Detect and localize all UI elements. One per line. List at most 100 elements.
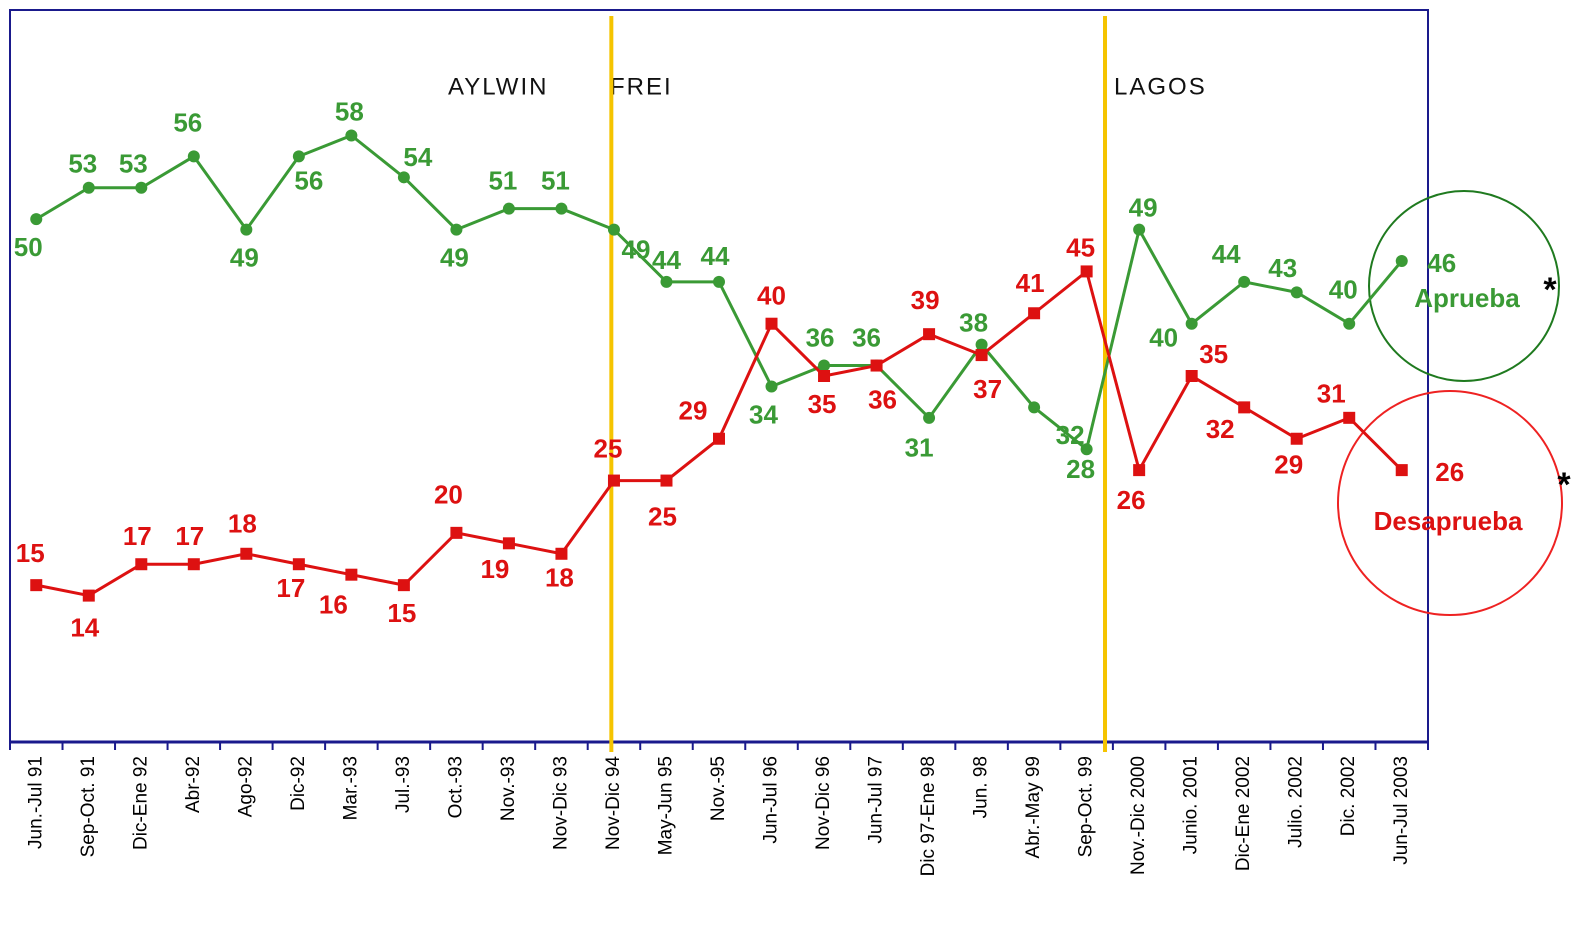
marker <box>555 547 568 560</box>
data-label: 40 <box>1149 323 1178 353</box>
marker <box>502 537 515 550</box>
marker <box>1133 223 1146 236</box>
plot-frame <box>9 9 1429 743</box>
x-tick-label: Dic 97-Ene 98 <box>918 756 939 876</box>
data-label: 29 <box>679 396 708 426</box>
marker <box>555 202 568 215</box>
data-label: 17 <box>123 521 152 551</box>
x-tick-label: Ago-92 <box>235 756 256 817</box>
legend-label: Desaprueba <box>1374 506 1523 536</box>
marker <box>1395 254 1408 267</box>
data-label: 53 <box>68 149 97 179</box>
x-tick-label: Junio. 2001 <box>1181 756 1202 854</box>
marker <box>818 370 831 382</box>
data-label: 18 <box>228 509 257 539</box>
data-label: 32 <box>1056 420 1085 450</box>
marker <box>397 171 410 184</box>
marker <box>450 526 463 539</box>
marker <box>1238 275 1251 288</box>
footnote-mark: * <box>1557 466 1571 504</box>
x-tick-label: Jun-Jul 96 <box>761 756 782 844</box>
data-label: 46 <box>1427 248 1456 278</box>
data-label: 35 <box>808 389 837 419</box>
legend-label: Aprueba <box>1414 283 1520 313</box>
marker <box>1290 286 1303 299</box>
marker <box>818 359 831 372</box>
data-label: 49 <box>622 234 651 264</box>
marker <box>1185 370 1198 382</box>
data-label: 19 <box>480 554 509 584</box>
data-label: 51 <box>488 166 517 196</box>
data-label: 17 <box>175 521 204 551</box>
data-label: 40 <box>1329 275 1358 305</box>
x-tick-label: Jun.-Jul 91 <box>25 756 46 849</box>
x-tick-label: Sep-Oct. 99 <box>1076 756 1097 857</box>
marker <box>30 579 43 592</box>
x-tick-label: Julio. 2002 <box>1286 756 1307 848</box>
marker <box>1290 432 1303 445</box>
data-label: 15 <box>387 598 416 628</box>
marker <box>292 150 305 163</box>
marker <box>660 275 673 288</box>
x-tick-label: Dic-Ene 92 <box>130 756 151 850</box>
x-tick-label: Dic-Ene 2002 <box>1233 756 1254 871</box>
annotation: AYLWIN <box>448 73 548 100</box>
data-label: 26 <box>1117 485 1146 515</box>
marker <box>765 317 778 330</box>
x-tick-label: Nov.-93 <box>498 756 519 821</box>
x-tick-label: Nov-Dic 93 <box>550 756 571 850</box>
data-label: 29 <box>1274 450 1303 480</box>
marker <box>1343 411 1356 424</box>
line <box>35 133 1403 452</box>
marker <box>713 432 725 445</box>
x-tick-label: Abr-92 <box>183 756 204 813</box>
data-label: 54 <box>403 142 432 172</box>
marker <box>975 349 988 362</box>
data-label: 28 <box>1066 454 1095 484</box>
data-label: 51 <box>541 166 570 196</box>
x-tick-label: Nov.-95 <box>708 756 729 821</box>
data-label: 43 <box>1268 253 1297 283</box>
marker <box>975 338 988 351</box>
marker <box>502 202 515 215</box>
marker <box>240 547 253 560</box>
x-tick-label: Oct.-93 <box>445 756 466 818</box>
data-label: 53 <box>119 149 148 179</box>
x-tick-label: Nov.-Dic 2000 <box>1128 756 1149 875</box>
marker <box>1080 443 1093 456</box>
marker <box>1343 317 1356 330</box>
data-label: 39 <box>911 285 940 315</box>
data-label: 20 <box>434 480 463 510</box>
marker <box>135 181 148 194</box>
data-label: 45 <box>1066 232 1095 262</box>
data-label: 56 <box>294 165 323 195</box>
x-tick-label: May-Jun 95 <box>655 756 676 855</box>
data-label: 44 <box>701 241 730 271</box>
data-label: 25 <box>594 433 623 463</box>
x-tick-label: Sep-Oct. 91 <box>78 756 99 857</box>
marker <box>397 579 410 592</box>
marker <box>187 558 200 571</box>
data-label: 16 <box>319 590 348 620</box>
data-label: 25 <box>648 501 677 531</box>
x-tick-label: Jun. 98 <box>971 756 992 818</box>
x-tick-label: Abr.-May 99 <box>1023 756 1044 858</box>
marker <box>292 558 305 571</box>
marker <box>1238 401 1251 414</box>
marker <box>345 568 358 581</box>
footnote-mark: * <box>1543 271 1557 309</box>
data-label: 32 <box>1206 414 1235 444</box>
marker <box>660 474 673 487</box>
data-label: 31 <box>905 433 934 463</box>
marker <box>713 275 725 288</box>
data-label: 44 <box>1212 239 1241 269</box>
x-tick-label: Dic. 2002 <box>1338 756 1359 836</box>
data-label: 36 <box>868 384 897 414</box>
marker <box>1028 307 1041 320</box>
x-tick-label: Jun-Jul 2003 <box>1391 756 1412 865</box>
marker <box>1133 464 1146 477</box>
marker <box>1395 464 1408 477</box>
marker <box>82 589 95 602</box>
marker <box>1185 317 1198 330</box>
